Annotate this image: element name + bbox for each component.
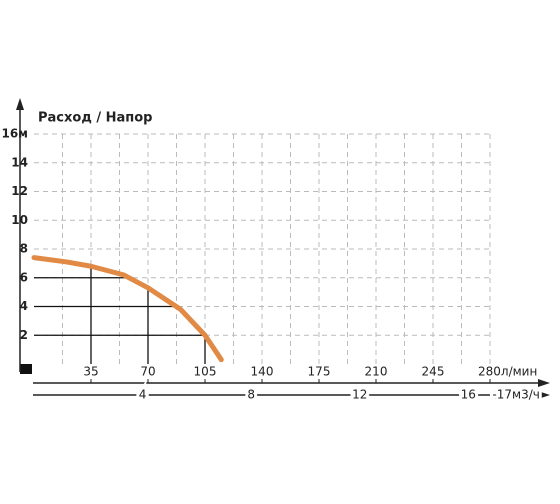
- x2-tick-label: -17м3/ч: [492, 388, 539, 402]
- y-arrow: [16, 98, 24, 110]
- x2-tick-label: 8: [247, 388, 255, 402]
- y-tick-label: 6: [20, 270, 28, 284]
- y-tick-label: 4: [20, 299, 28, 313]
- x-arrow: [538, 379, 550, 387]
- x-tick-label: 175: [308, 365, 331, 379]
- x-tick-label: 35: [83, 365, 98, 379]
- pump-curve: [31, 255, 224, 363]
- y-tick-label: 16м: [1, 127, 28, 141]
- x-tick-label: 105: [194, 365, 217, 379]
- x-tick-label: 245: [422, 365, 445, 379]
- y-tick-label: 14: [11, 155, 28, 169]
- x-tick-label: 210: [365, 365, 388, 379]
- origin-square: [20, 364, 32, 374]
- y-tick-label: 10: [11, 213, 28, 227]
- axis-label: Расход / Напор: [38, 111, 153, 126]
- x-tick-label: 280л/мин: [478, 365, 537, 379]
- x2-tick-label: 12: [352, 388, 367, 402]
- y-tick-label: 2: [20, 328, 28, 342]
- x-tick-label: 140: [251, 365, 274, 379]
- x2-arrow: [538, 391, 550, 399]
- x2-tick-label: 16: [461, 388, 476, 402]
- x-tick-label: 70: [140, 365, 155, 379]
- y-tick-label: 8: [20, 242, 28, 256]
- x2-tick-label: 4: [139, 388, 147, 402]
- y-tick-label: 12: [11, 184, 28, 198]
